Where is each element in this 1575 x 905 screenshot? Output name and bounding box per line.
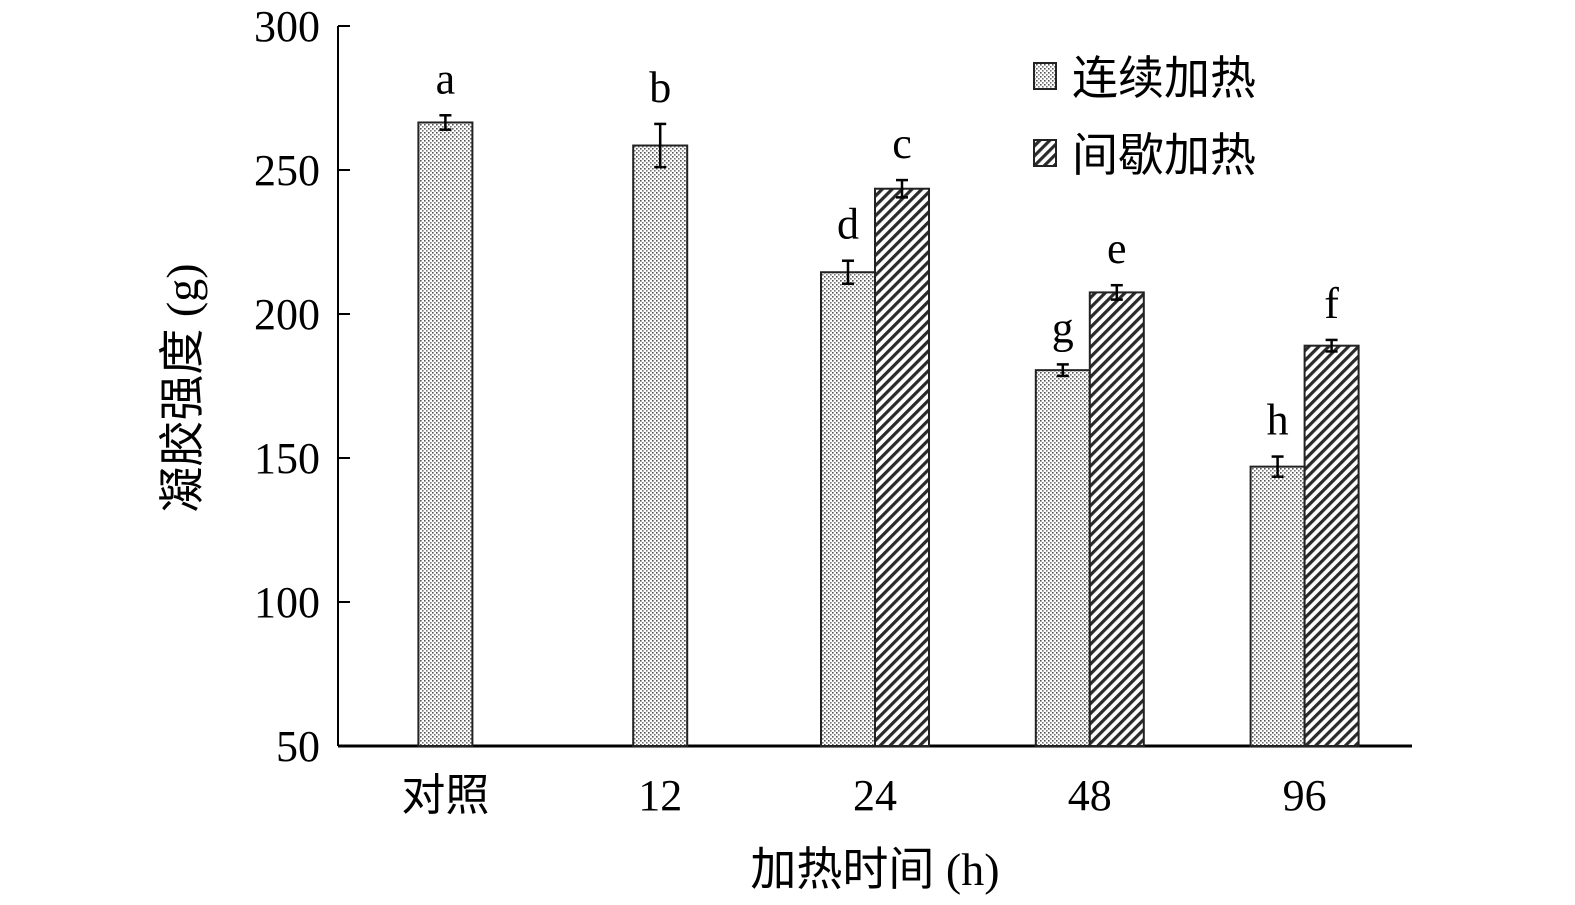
y-tick-label: 300 [254,2,320,51]
x-axis-title: 加热时间 (h) [750,844,999,895]
x-tick-label: 对照 [401,771,489,820]
x-tick-label: 96 [1283,771,1327,820]
y-tick-label: 100 [254,578,320,627]
x-tick-label: 24 [853,771,897,820]
legend-label-intermittent: 间歇加热 [1072,130,1256,181]
y-tick-label: 250 [254,146,320,195]
legend: 连续加热 间歇加热 [1033,53,1256,181]
significance-label: a [436,54,456,103]
x-tick-label: 48 [1068,771,1112,820]
significance-label: c [892,119,912,168]
bars [417,121,1360,748]
bar-continuous [417,121,474,748]
significance-label: g [1052,303,1074,352]
error-bars [439,114,1338,478]
bar-intermittent [874,187,930,748]
y-tick-label: 50 [276,722,320,771]
y-tick-label: 150 [254,434,320,483]
significance-label: h [1267,396,1289,445]
bar-continuous [632,144,689,747]
significance-labels: a b dc ge h f [436,54,1340,444]
legend-swatch-continuous [1033,62,1057,90]
legend-swatch-intermittent [1033,139,1057,167]
significance-label: b [649,63,671,112]
significance-label: e [1107,224,1127,273]
y-tick-label: 200 [254,290,320,339]
bar-intermittent [1303,344,1360,747]
bar-intermittent [1088,291,1145,747]
y-axis-title: 凝胶强度 (g) [157,263,208,512]
y-axis: 50 100 150 200 250 300 [254,2,350,771]
bar-continuous [1034,369,1091,747]
bar-continuous [820,271,876,747]
significance-label: d [837,200,859,249]
x-tick-label: 12 [638,771,682,820]
legend-label-continuous: 连续加热 [1072,53,1256,104]
bar-continuous [1249,465,1306,747]
x-axis: 对照 12 24 48 96 [338,744,1412,820]
significance-label: f [1324,279,1339,328]
